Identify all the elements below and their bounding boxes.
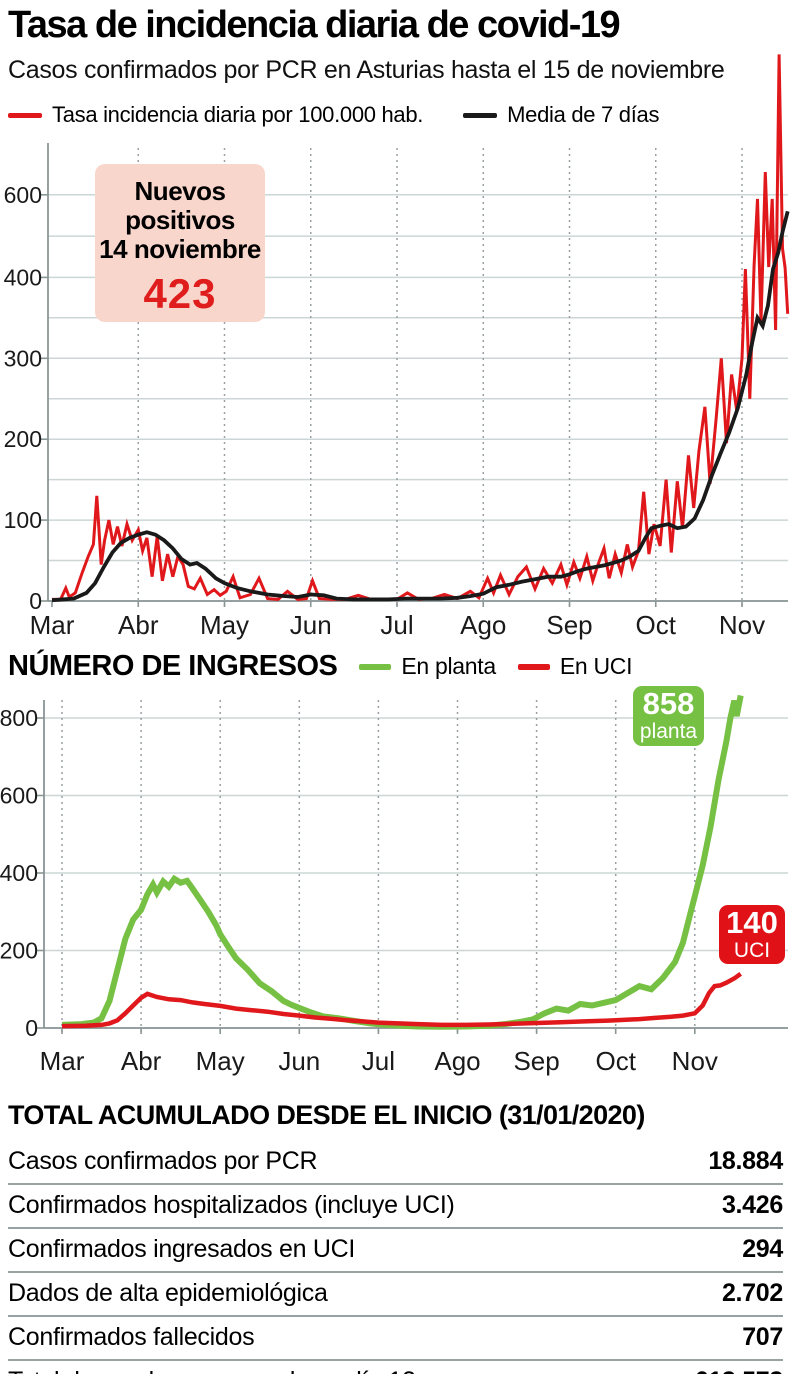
- svg-text:Ago: Ago: [434, 1046, 480, 1076]
- legend-label-incidence: Tasa incidencia diaria por 100.000 hab.: [52, 102, 424, 127]
- svg-text:Sep: Sep: [546, 610, 592, 640]
- callout-value: 423: [143, 270, 217, 318]
- totals-heading: TOTAL ACUMULADO DESDE EL INICIO (31/01/2…: [8, 1100, 645, 1130]
- table-row: Total de pruebas procesadas a día 12 613…: [8, 1361, 783, 1374]
- callout-line-2: positivos: [125, 205, 235, 236]
- row-label: Confirmados hospitalizados (incluye UCI): [8, 1191, 455, 1219]
- svg-text:0: 0: [29, 588, 42, 614]
- planta-callout-value: 858: [642, 686, 695, 721]
- row-label: Dados de alta epidemiológica: [8, 1279, 328, 1307]
- svg-text:Jun: Jun: [278, 1046, 320, 1076]
- series-line-1: [61, 971, 743, 1029]
- row-value: 613.573: [695, 1367, 784, 1374]
- row-label: Confirmados fallecidos: [8, 1323, 255, 1351]
- svg-text:Mar: Mar: [30, 610, 75, 640]
- legend-item-incidence: Tasa incidencia diaria por 100.000 hab.: [8, 102, 423, 128]
- uci-callout-value: 140: [726, 905, 778, 940]
- planta-callout: 858 planta: [633, 686, 704, 746]
- svg-text:800: 800: [0, 705, 38, 731]
- table-row: Casos confirmados por PCR 18.884: [8, 1141, 783, 1185]
- svg-text:Mar: Mar: [40, 1046, 85, 1076]
- page-subtitle: Casos confirmados por PCR en Asturias ha…: [8, 56, 725, 84]
- table-row: Confirmados fallecidos 707: [8, 1317, 783, 1361]
- row-value: 707: [742, 1323, 783, 1351]
- admissions-header: NÚMERO DE INGRESOS En planta En UCI: [8, 650, 654, 683]
- legend-label-planta: En planta: [401, 653, 496, 679]
- page-title: Tasa de incidencia diaria de covid-19: [8, 4, 621, 46]
- svg-text:Nov: Nov: [672, 1046, 718, 1076]
- callout-line-3: 14 noviembre: [99, 234, 261, 265]
- y-labels: 0 200 400 600 800: [0, 705, 44, 1041]
- legend-item-planta: En planta: [359, 653, 496, 680]
- svg-text:Ago: Ago: [460, 610, 506, 640]
- row-value: 294: [742, 1235, 783, 1263]
- svg-text:Sep: Sep: [513, 1046, 559, 1076]
- y-labels: 0 100 200 300 400 600: [4, 182, 48, 614]
- row-label: Confirmados ingresados en UCI: [8, 1235, 356, 1263]
- new-positives-callout: Nuevos positivos 14 noviembre 423: [95, 164, 265, 322]
- table-row: Dados de alta epidemiológica 2.702: [8, 1273, 783, 1317]
- row-value: 3.426: [721, 1191, 783, 1219]
- row-label: Casos confirmados por PCR: [8, 1147, 318, 1175]
- row-value: 2.702: [721, 1279, 783, 1307]
- legend-label-media: Media de 7 días: [507, 102, 660, 127]
- svg-text:400: 400: [0, 860, 38, 886]
- admissions-title: NÚMERO DE INGRESOS: [8, 650, 338, 682]
- svg-text:Abr: Abr: [121, 1046, 162, 1076]
- svg-text:100: 100: [4, 507, 42, 533]
- callout-line-1: Nuevos: [134, 176, 226, 206]
- uci-callout: 140 UCI: [719, 905, 785, 964]
- svg-text:Oct: Oct: [636, 610, 677, 640]
- svg-text:300: 300: [4, 345, 42, 371]
- svg-text:May: May: [200, 610, 249, 640]
- incidence-chart: 0 100 200 300 400 600 Mar Abr May Jun Jul Ago Sep Oct…: [4, 54, 790, 640]
- red-line-swatch-icon: [8, 112, 42, 118]
- red-line-swatch2-icon: [517, 663, 550, 670]
- row-label: Total de pruebas procesadas a día 12: [8, 1367, 416, 1374]
- black-line-swatch-icon: [463, 112, 498, 118]
- totals-section: TOTAL ACUMULADO DESDE EL INICIO (31/01/2…: [8, 1100, 783, 1374]
- svg-text:0: 0: [25, 1015, 38, 1041]
- svg-text:Jun: Jun: [290, 610, 332, 640]
- legend-item-uci: En UCI: [517, 653, 633, 680]
- svg-text:600: 600: [4, 182, 42, 208]
- green-line-swatch-icon: [359, 663, 392, 670]
- svg-text:Jul: Jul: [380, 610, 413, 640]
- svg-text:Nov: Nov: [719, 610, 765, 640]
- svg-text:200: 200: [4, 426, 42, 452]
- svg-text:Jul: Jul: [362, 1046, 395, 1076]
- y-gridlines: [44, 717, 788, 1029]
- table-row: Confirmados ingresados en UCI 294: [8, 1229, 783, 1273]
- svg-text:Oct: Oct: [595, 1046, 636, 1076]
- svg-text:400: 400: [4, 264, 42, 290]
- planta-callout-label: planta: [639, 719, 698, 743]
- axes: [43, 700, 788, 1034]
- month-labels: Mar Abr May Jun Jul Ago Sep Oct Nov: [40, 1046, 718, 1076]
- month-labels: Mar Abr May Jun Jul Ago Sep Oct Nov: [30, 610, 766, 640]
- series-line-0: [52, 54, 790, 601]
- row-value: 18.884: [708, 1147, 783, 1175]
- legend-label-uci: En UCI: [559, 653, 633, 679]
- svg-text:Abr: Abr: [118, 610, 159, 640]
- svg-text:600: 600: [0, 783, 38, 809]
- table-row: Confirmados hospitalizados (incluye UCI)…: [8, 1185, 783, 1229]
- svg-text:200: 200: [0, 938, 38, 964]
- month-gridlines: [61, 700, 696, 1033]
- incidence-legend: Tasa incidencia diaria por 100.000 hab. …: [8, 102, 659, 128]
- svg-text:May: May: [196, 1046, 245, 1076]
- legend-item-media: Media de 7 días: [463, 102, 659, 128]
- uci-callout-label: UCI: [733, 938, 771, 962]
